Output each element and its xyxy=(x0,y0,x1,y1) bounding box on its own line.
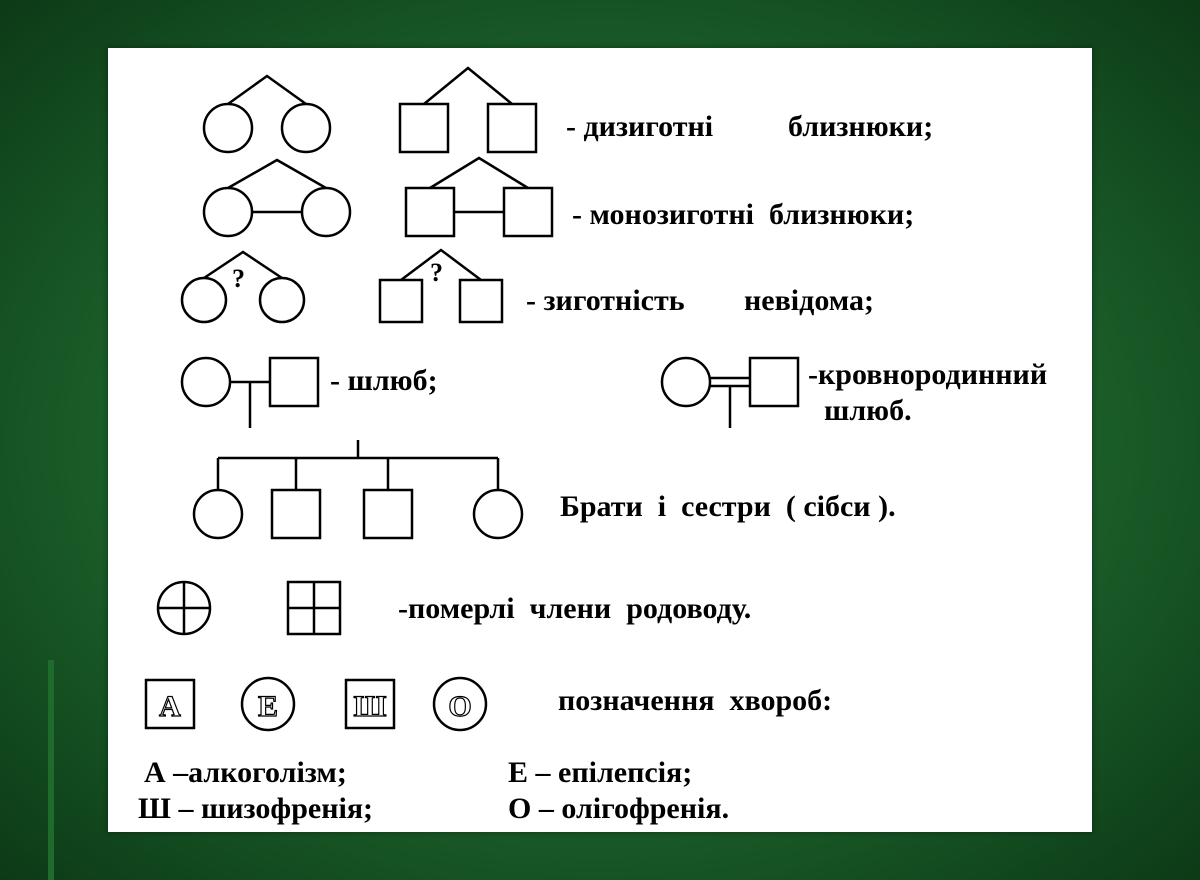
marriage-male xyxy=(270,358,318,406)
sib-1-female xyxy=(194,490,242,538)
mz-male-connector xyxy=(430,158,528,188)
label-consang-2: шлюб. xyxy=(824,394,912,428)
label-disease-header: позначення хвороб: xyxy=(558,684,832,718)
dz-female-2 xyxy=(282,104,330,152)
q-mark-female: ? xyxy=(232,264,245,294)
letter-E-glyph: Е xyxy=(258,690,278,723)
label-deceased: -померлі члени родоводу. xyxy=(398,592,751,626)
dz-male-1 xyxy=(400,104,448,152)
mz-male-1 xyxy=(406,188,454,236)
label-unknown-1: - зиготність xyxy=(526,284,685,318)
legend-O: О – олігофренія. xyxy=(508,792,729,826)
letter-O-glyph: О xyxy=(448,690,471,723)
content-card: А Е Ш О - дизиготні близнюки; - монозиго… xyxy=(108,48,1092,832)
legend-Sh: Ш – шизофренія; xyxy=(138,792,373,826)
legend-E: Е – епілепсія; xyxy=(508,756,692,790)
mz-female-2 xyxy=(302,188,350,236)
uz-male-2 xyxy=(460,280,502,322)
uz-female-1 xyxy=(182,278,226,322)
dz-female-connector xyxy=(228,76,306,104)
slide-accent-bar xyxy=(48,660,54,880)
uz-male-1 xyxy=(380,280,422,322)
label-dizygotic-2: близнюки; xyxy=(788,110,933,144)
dz-female-1 xyxy=(204,104,252,152)
dz-male-2 xyxy=(488,104,536,152)
marriage-female xyxy=(182,358,230,406)
label-unknown-2: невідома; xyxy=(744,284,874,318)
sib-3-male xyxy=(364,490,412,538)
legend-A: А –алкоголізм; xyxy=(144,756,347,790)
label-monozygotic: - монозиготні близнюки; xyxy=(572,198,914,232)
letter-Sh-glyph: Ш xyxy=(354,690,387,723)
label-marriage: - шлюб; xyxy=(330,364,438,398)
label-consang-1: -кровнородинний xyxy=(808,358,1047,392)
sib-2-male xyxy=(272,490,320,538)
dz-male-connector xyxy=(424,68,512,104)
consang-male xyxy=(750,358,798,406)
consang-female xyxy=(662,358,710,406)
letter-A-glyph: А xyxy=(159,690,181,723)
mz-male-2 xyxy=(504,188,552,236)
q-mark-male: ? xyxy=(430,258,443,288)
sib-4-female xyxy=(474,490,522,538)
mz-female-connector xyxy=(228,160,326,188)
uz-female-2 xyxy=(260,278,304,322)
mz-female-1 xyxy=(204,188,252,236)
label-dizygotic-1: - дизиготні xyxy=(566,110,713,144)
label-siblings: Брати і сестри ( сібси ). xyxy=(560,490,896,524)
